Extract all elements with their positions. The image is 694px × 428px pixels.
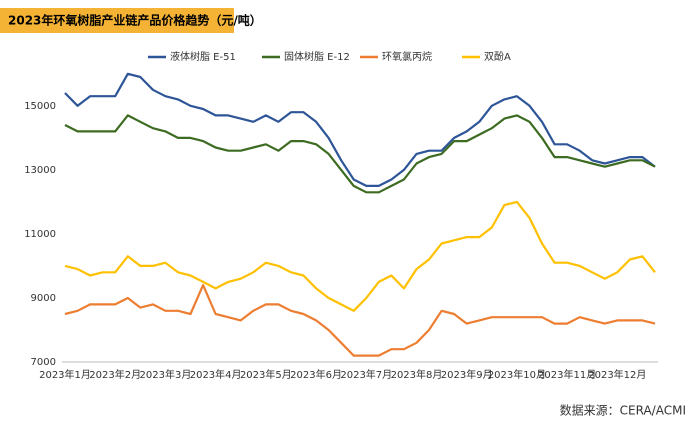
x-tick-label: 2023年2月	[89, 368, 141, 381]
y-tick-label: 9000	[31, 293, 56, 304]
legend-label: 双酚A	[484, 51, 511, 63]
chart-title: 2023年环氧树脂产业链产品价格趋势（元/吨）	[8, 13, 262, 28]
y-tick-label: 7000	[31, 357, 56, 368]
y-tick-label: 11000	[24, 229, 56, 240]
series-line	[64, 72, 656, 187]
x-tick-label: 2023年12月	[588, 368, 646, 381]
x-tick-label: 2023年3月	[140, 368, 192, 381]
x-tick-label: 2023年10月	[488, 368, 546, 381]
x-tick-label: 2023年6月	[290, 368, 342, 381]
x-tick-label: 2023年4月	[190, 368, 242, 381]
x-tick-label: 2023年7月	[340, 368, 392, 381]
x-tick-label: 2023年5月	[240, 368, 292, 381]
y-tick-label: 13000	[24, 165, 56, 176]
x-tick-label: 2023年11月	[538, 368, 596, 381]
x-tick-label: 2023年9月	[441, 368, 493, 381]
legend-label: 液体树脂 E-51	[170, 50, 236, 63]
legend-label: 固体树脂 E-12	[284, 50, 350, 63]
series-line	[64, 114, 656, 194]
x-tick-label: 2023年1月	[39, 368, 91, 381]
source: 数据来源：CERA/ACMI	[560, 403, 686, 418]
title-box	[0, 8, 234, 33]
x-tick-label: 2023年8月	[391, 368, 443, 381]
y-tick-label: 15000	[24, 101, 56, 112]
legend-label: 环氧氯丙烷	[382, 50, 432, 63]
series-line	[64, 200, 656, 312]
series-line	[64, 284, 656, 357]
